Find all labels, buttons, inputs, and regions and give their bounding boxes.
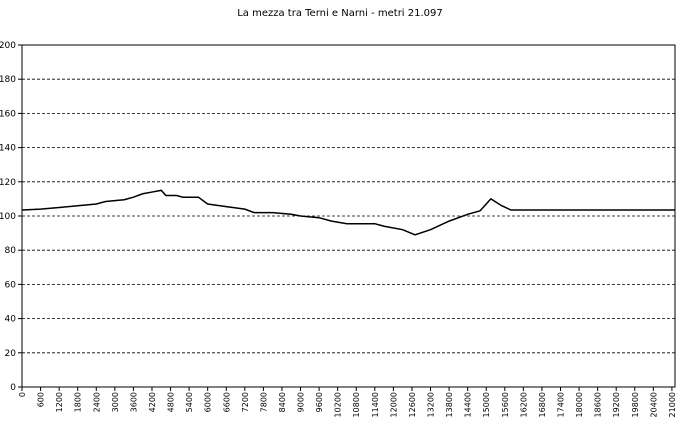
x-tick-label: 9600 (315, 392, 324, 412)
x-tick-label: 1200 (55, 392, 64, 412)
x-tick-label: 1800 (74, 392, 83, 412)
y-tick-label: 20 (5, 349, 17, 359)
x-tick-label: 16800 (538, 392, 547, 417)
y-tick-label: 180 (0, 75, 16, 85)
line (21, 189, 675, 236)
x-tick-label: 5400 (185, 392, 194, 412)
x-tick-label: 14400 (464, 392, 473, 417)
x-tick-label: 18600 (594, 392, 603, 417)
x-tick-label: 13800 (445, 392, 454, 417)
x-tick-label: 15600 (501, 392, 510, 417)
y-tick-label: 80 (5, 246, 17, 256)
y-tick-label: 160 (0, 109, 16, 119)
x-tick-label: 12600 (408, 392, 417, 417)
x-tick-label: 19800 (631, 392, 640, 417)
x-tick-label: 15000 (482, 392, 491, 417)
x-tick-label: 600 (37, 392, 46, 407)
y-tick-label: 200 (0, 41, 16, 51)
x-tick-label: 21000 (668, 392, 677, 417)
x-tick-label: 19200 (612, 392, 621, 417)
x-tick-label: 16200 (519, 392, 528, 417)
y-tick-label: 40 (5, 315, 17, 325)
x-tick-label: 4800 (167, 392, 176, 412)
x-tick-label: 13200 (427, 392, 436, 417)
x-tick-label: 6600 (222, 392, 231, 412)
y-tick-label: 120 (0, 178, 16, 188)
chart-title: La mezza tra Terni e Narni - metri 21.09… (237, 8, 443, 19)
y-tick-label: 140 (0, 144, 16, 154)
x-tick-label: 7800 (259, 392, 268, 412)
x-tick-label: 4200 (148, 392, 157, 412)
y-tick-label: 0 (10, 383, 16, 393)
x-tick-label: 3000 (111, 392, 120, 412)
x-tick-label: 18000 (575, 392, 584, 417)
x-tick-label: 9000 (297, 392, 306, 412)
x-tick-label: 8400 (278, 392, 287, 412)
x-tick-label: 3600 (129, 392, 138, 412)
x-tick-label: 12000 (389, 392, 398, 417)
x-tick-label: 17400 (556, 392, 565, 417)
plot-frame (21, 44, 676, 388)
x-tick-label: 0 (18, 392, 27, 397)
x-tick-label: 2400 (92, 392, 101, 412)
y-tick-label: 60 (5, 280, 17, 290)
x-tick-label: 6000 (204, 392, 213, 412)
x-tick-label: 10200 (334, 392, 343, 417)
x-tick-label: 7200 (241, 392, 250, 412)
x-tick-label: 10800 (352, 392, 361, 417)
x-tick-label: 11400 (371, 392, 380, 417)
x-tick-label: 20400 (649, 392, 658, 417)
y-tick-label: 100 (0, 212, 16, 222)
